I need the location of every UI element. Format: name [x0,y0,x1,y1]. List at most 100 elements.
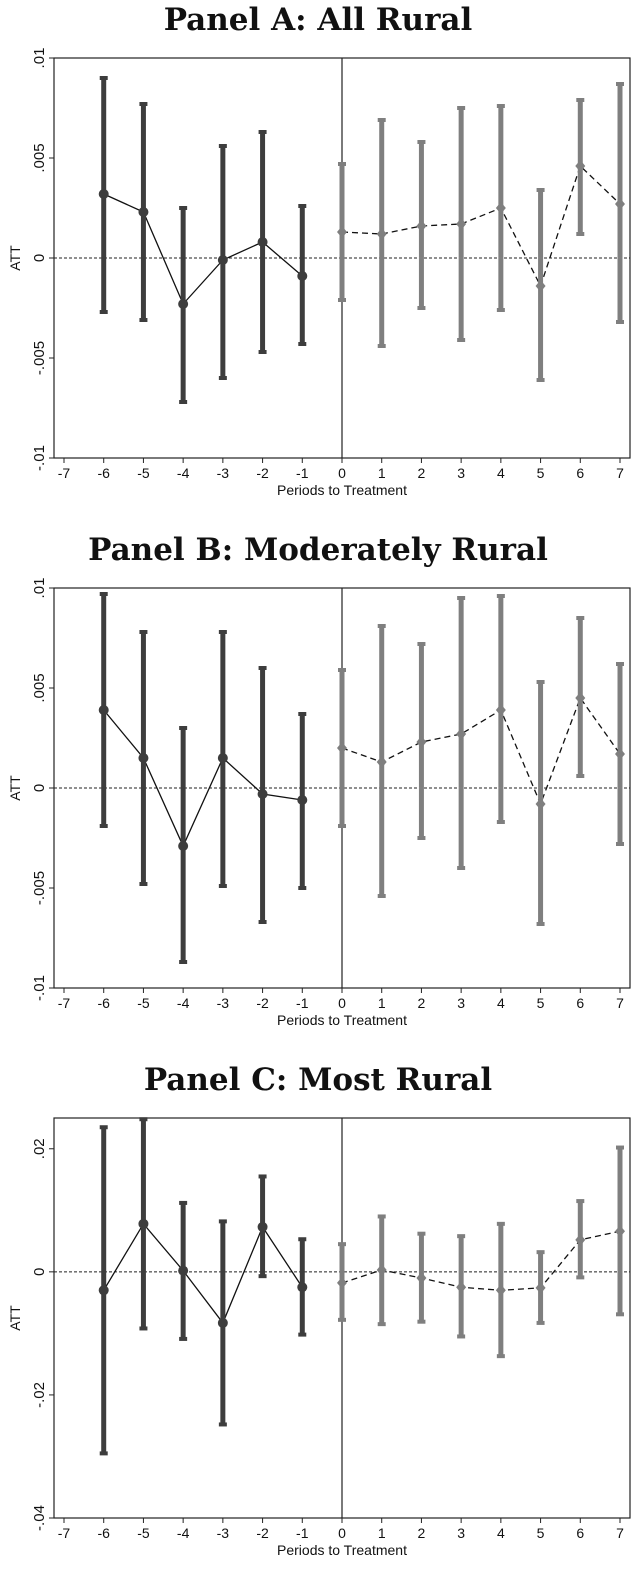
point-marker [456,1281,467,1294]
panel-a-plot: .01 .005 0 -.005 -.01 -7 -6 -5 -4 -3 -2 -1 0 1 2 3 4 5 6 7 P… [7,48,631,498]
x-tick-label: -1 [296,995,309,1011]
y-tick-label: 0 [31,254,48,262]
point-marker [217,255,228,265]
point-marker [98,705,109,715]
x-tick-label: 4 [497,995,505,1011]
x-tick-label: -6 [97,465,110,481]
series-line [341,696,621,806]
point-marker [217,1317,228,1328]
x-tick-label: -5 [137,995,150,1011]
x-tick-label: 6 [576,995,584,1011]
y-axis-label: ATT [7,245,23,271]
point-marker [297,795,308,805]
x-tick-label: 4 [497,465,505,481]
x-tick-label: 1 [378,1525,386,1541]
x-axis-label: Periods to Treatment [277,1012,407,1028]
x-axis-label: Periods to Treatment [277,482,407,498]
point-marker [257,237,268,247]
x-tick-label: 0 [338,465,346,481]
point-marker [178,841,189,851]
x-tick-label: -2 [256,995,269,1011]
x-tick-label: -6 [97,995,110,1011]
point-marker [337,1276,347,1289]
point-marker [575,692,586,704]
y-tick-label: .005 [31,673,48,702]
point-marker [416,736,427,748]
x-tick-label: 7 [616,465,624,481]
point-marker [535,798,546,810]
point-marker [615,748,625,760]
x-tick-label: 0 [338,1525,346,1541]
series-line [341,164,621,288]
point-marker [217,753,228,763]
x-tick-label: 1 [378,465,386,481]
x-tick-label: 6 [576,1525,584,1541]
x-tick-label: 6 [576,465,584,481]
point-marker [337,742,347,754]
x-tick-label: -3 [217,1525,230,1541]
panel-title: Panel B: Moderately Rural [88,532,548,568]
x-tick-label: -4 [177,465,190,481]
point-marker [178,1265,189,1276]
x-tick-label: 7 [616,1525,624,1541]
y-tick-label: -.01 [31,445,48,471]
point-marker [376,228,387,240]
point-marker [178,299,189,309]
x-tick-label: -5 [137,465,150,481]
point-marker [456,218,467,230]
point-marker [615,198,625,210]
y-tick-label: -.01 [31,975,48,1001]
x-tick-label: -2 [256,465,269,481]
x-tick-label: -4 [177,995,190,1011]
point-marker [98,1285,109,1296]
x-tick-label: 3 [457,465,465,481]
series-line [341,1230,621,1291]
y-tick-label: .01 [31,48,48,69]
y-tick-label: -.005 [31,871,48,905]
x-tick-label: -4 [177,1525,190,1541]
x-tick-label: -3 [217,995,230,1011]
x-tick-label: -6 [97,1525,110,1541]
x-tick-label: 2 [418,1525,426,1541]
y-tick-label: .01 [31,578,48,599]
x-tick-label: 2 [418,465,426,481]
panel-title: Panel A: All Rural [163,2,473,38]
x-tick-label: 5 [537,465,545,481]
x-tick-label: -3 [217,465,230,481]
point-marker [575,1233,586,1246]
point-marker [416,220,427,232]
series-line [103,193,303,306]
panel-b-plot: .01 .005 0 -.005 -.01 -7 -6 -5 -4 -3 -2 -1 0 1 2 3 4 5 6 7 P… [7,578,631,1028]
y-tick-label: -.005 [31,341,48,375]
x-tick-label: 3 [457,995,465,1011]
point-marker [535,280,546,292]
point-marker [535,1281,546,1294]
panel-c: Panel C: Most Rural .02 0 -.02 -.04 -7 -6 -5 -4… [0,1060,636,1586]
panel-a: Panel A: All Rural .01 .005 0 -.005 -.01 -7 -6… [0,0,636,526]
y-tick-label: .005 [31,143,48,172]
x-tick-label: 1 [378,995,386,1011]
x-tick-label: 5 [537,1525,545,1541]
point-marker [138,753,149,763]
point-marker [337,226,347,238]
y-tick-label: 0 [31,784,48,792]
x-tick-label: -2 [256,1525,269,1541]
point-marker [495,202,506,214]
x-tick-label: -1 [296,465,309,481]
point-marker [297,1282,308,1293]
y-tick-label: -.04 [31,1505,48,1531]
point-marker [257,1221,268,1232]
y-tick-label: .02 [31,1138,48,1159]
series-line [103,709,303,848]
x-tick-label: 3 [457,1525,465,1541]
panel-c-plot: .02 0 -.02 -.04 -7 -6 -5 -4 -3 -2 -1 0 1 2 3 4 5 6 7 Period… [7,1117,631,1558]
point-marker [495,704,506,716]
point-marker [376,1264,387,1276]
x-tick-label: -7 [58,465,71,481]
point-marker [575,160,586,172]
point-marker [615,1225,625,1238]
x-tick-label: -7 [58,995,71,1011]
panel-title: Panel C: Most Rural [143,1062,493,1098]
point-marker [416,1272,427,1284]
x-tick-label: 4 [497,1525,505,1541]
